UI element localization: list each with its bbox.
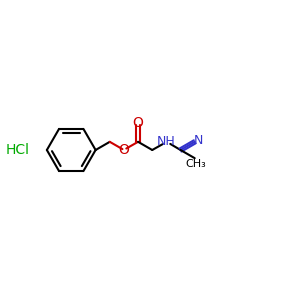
Text: CH₃: CH₃ xyxy=(185,158,206,169)
Text: NH: NH xyxy=(157,135,176,148)
Text: O: O xyxy=(133,116,143,130)
Text: O: O xyxy=(118,143,129,157)
Text: HCl: HCl xyxy=(6,143,30,157)
Text: N: N xyxy=(194,134,203,147)
